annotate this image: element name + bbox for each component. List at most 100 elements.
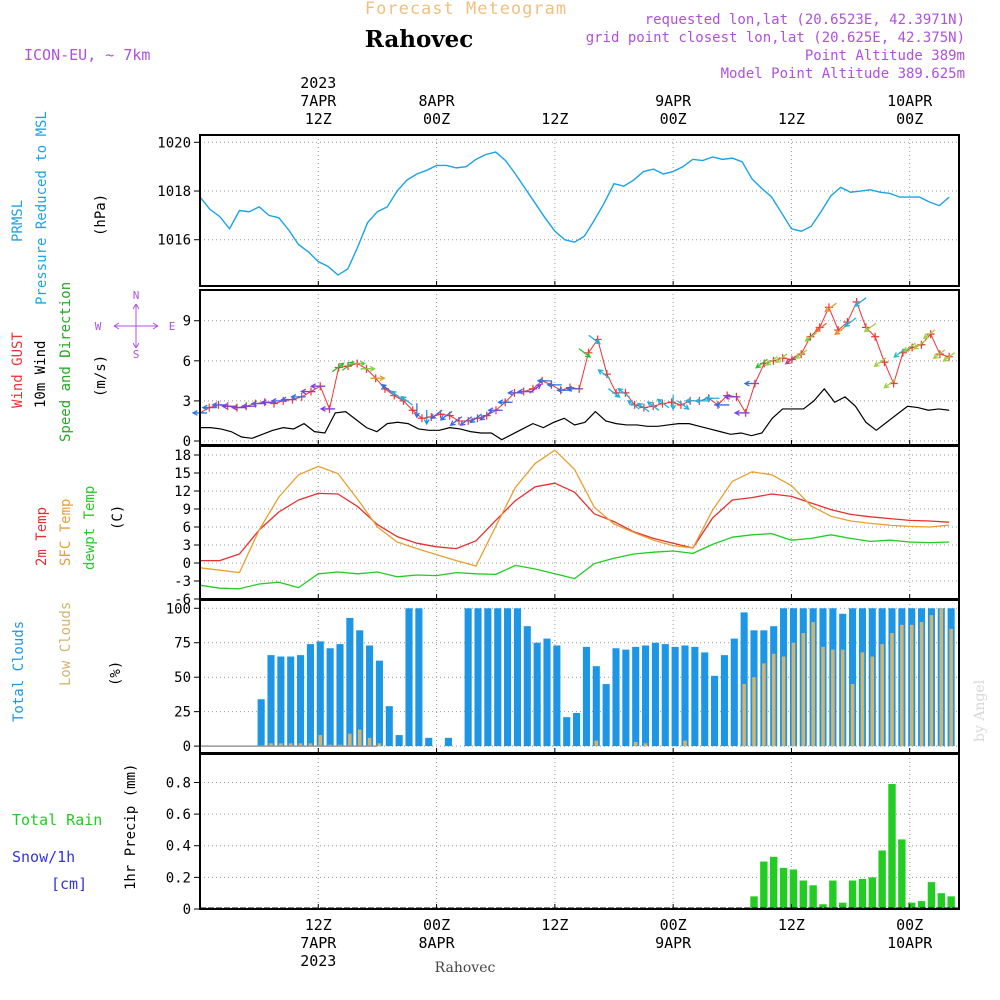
y-tick-label: 0 xyxy=(183,434,191,450)
total-cloud-bar xyxy=(592,666,600,747)
gust-marker xyxy=(871,332,880,341)
top-time-label: 8APR xyxy=(419,92,456,110)
wind-arrow xyxy=(201,404,217,411)
total-cloud-bar xyxy=(494,608,502,747)
pressure-panel-labels: PRMSL Pressure Reduced to MSL (hPa) xyxy=(10,111,109,305)
y-tick-label: 75 xyxy=(174,636,191,652)
compass-rose: N W E S xyxy=(95,289,176,361)
wind-arrow xyxy=(824,302,837,313)
wind-arrow xyxy=(332,362,345,373)
wind-arrow xyxy=(439,410,453,421)
panel-frame xyxy=(199,753,960,910)
low-cloud-bar xyxy=(949,628,953,747)
total-cloud-bar xyxy=(306,644,314,747)
rain-bar xyxy=(878,850,886,909)
wind-arrow xyxy=(670,395,677,411)
wind-arrow xyxy=(883,378,896,389)
top-time-label: 2023 xyxy=(300,74,336,92)
low-cloud-bar xyxy=(900,624,904,747)
point-altitude: Point Altitude 389m xyxy=(805,48,965,64)
total-cloud-bar xyxy=(543,638,551,747)
y-tick-label: 3 xyxy=(183,538,191,554)
top-time-label: 00Z xyxy=(896,110,923,128)
low-cloud-bar xyxy=(742,684,746,747)
series-layer xyxy=(191,151,959,909)
wind-arrow xyxy=(529,383,542,394)
rain-bar xyxy=(809,885,817,909)
wind-arrow xyxy=(360,365,376,372)
wind-arrow xyxy=(733,409,750,416)
total-cloud-bar xyxy=(395,735,403,747)
rain-bar xyxy=(888,784,896,909)
rain-bar xyxy=(760,861,768,909)
grid-layer xyxy=(200,135,959,910)
precip-unit-label: 1hr Precip (mm) xyxy=(123,764,139,890)
y-tick-label: 15 xyxy=(174,466,191,482)
total-cloud-bar xyxy=(484,608,492,747)
wind-arrow xyxy=(873,357,887,368)
total-cloud-bar xyxy=(336,644,344,747)
total-cloud-bar xyxy=(513,608,521,747)
y-tick-label: 0 xyxy=(183,556,191,572)
total-cloud-bar xyxy=(297,655,305,747)
low-cloud-bar xyxy=(840,649,845,747)
rain-bar xyxy=(829,880,837,909)
low-cloud-bar xyxy=(919,622,924,747)
total-cloud-bar xyxy=(425,737,433,747)
rain-bar xyxy=(937,893,945,909)
temp-2m-line xyxy=(200,482,950,562)
wind-arrow xyxy=(479,410,492,421)
low-cloud-bar xyxy=(308,743,313,747)
wind-arrow xyxy=(922,329,936,340)
bottom-time-label: 12Z xyxy=(778,916,805,934)
panel-frame xyxy=(199,134,960,287)
total-cloud-bar xyxy=(356,630,364,747)
wind-arrow xyxy=(704,395,720,402)
pressure-unit-label: (hPa) xyxy=(93,194,109,236)
total-cloud-bar xyxy=(711,675,719,747)
wind-arrow xyxy=(774,353,788,364)
top-time-label: 12Z xyxy=(305,110,332,128)
bottom-time-label: 8APR xyxy=(419,934,456,952)
wind-arrow xyxy=(390,390,404,401)
rain-bar xyxy=(839,902,847,909)
low-cloud-bar xyxy=(269,743,273,747)
total-cloud-bar xyxy=(346,617,354,747)
low-cloud-bar xyxy=(801,633,806,747)
low-cloud-bar xyxy=(850,684,855,747)
total-cloud-bar xyxy=(415,608,423,747)
total-cloud-bar xyxy=(533,642,541,747)
wind-arrow xyxy=(714,401,730,408)
bottom-time-label: 9APR xyxy=(655,934,692,952)
compass-west: W xyxy=(95,320,102,333)
wind-arrow xyxy=(578,348,592,358)
total-cloud-bar xyxy=(375,660,383,747)
y-tick-label: 25 xyxy=(174,705,191,721)
total-cloud-bar xyxy=(701,652,709,747)
low-cloud-bar xyxy=(811,622,815,747)
total-cloud-bar xyxy=(277,656,285,747)
wind-arrow xyxy=(804,332,818,342)
rain-bar xyxy=(848,880,857,909)
y-tick-label: 100 xyxy=(166,601,191,617)
wind-arrow xyxy=(309,383,326,390)
wind-arrow xyxy=(656,398,670,409)
y-tick-label: 0 xyxy=(183,902,191,918)
bottom-time-label: 00Z xyxy=(423,916,450,934)
top-time-label: 00Z xyxy=(423,110,450,128)
low-cloud-bar xyxy=(357,729,362,747)
y-tick-label: 1016 xyxy=(157,233,191,249)
total-cloud-bar xyxy=(464,608,472,747)
total-cloud-bar xyxy=(257,699,265,747)
wind-arrow xyxy=(280,396,296,403)
wind-gust-label: Wind GUST xyxy=(10,332,26,408)
low-clouds-label: Low Clouds xyxy=(58,602,74,686)
wind-arrow xyxy=(370,375,386,382)
wind-arrow xyxy=(755,358,768,369)
wind-arrow xyxy=(459,416,473,426)
wind-arrow xyxy=(853,297,867,308)
wind-arrow xyxy=(617,387,630,398)
dewpt-line xyxy=(199,532,950,590)
rain-bar xyxy=(947,896,955,909)
